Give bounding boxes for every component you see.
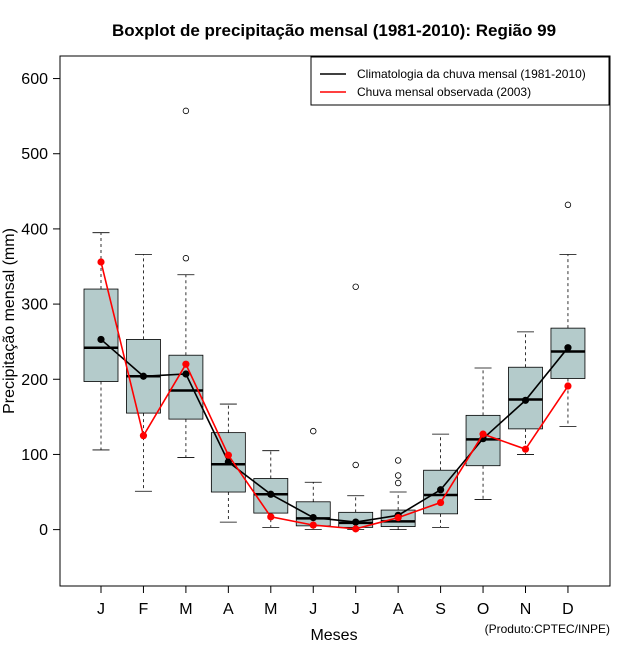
series-point-1 — [437, 498, 445, 507]
x-tick-label: A — [223, 601, 234, 618]
outlier-point — [394, 479, 402, 487]
credit-text: (Produto:CPTEC/INPE) — [485, 622, 610, 636]
x-tick-label: O — [477, 601, 489, 618]
y-tick-label: 400 — [21, 221, 48, 238]
series-point-1 — [309, 521, 317, 529]
outlier-point — [394, 472, 402, 479]
legend-label-observed: Chuva mensal observada (2003) — [357, 85, 531, 99]
y-tick-label: 0 — [39, 522, 48, 539]
series-point-0 — [437, 486, 445, 494]
series-point-1 — [564, 382, 572, 390]
legend: Climatologia da chuva mensal (1981-2010)… — [310, 56, 610, 106]
x-tick-label: M — [264, 601, 277, 618]
series-point-1 — [97, 258, 105, 266]
outlier-point — [310, 427, 317, 435]
series-point-1 — [479, 430, 487, 438]
x-tick-label: S — [435, 601, 446, 618]
x-tick-label: A — [393, 601, 404, 618]
outlier-point — [394, 457, 402, 464]
series-point-1 — [267, 513, 275, 521]
x-tick-label: J — [352, 601, 360, 618]
x-tick-label: J — [97, 601, 105, 618]
series-point-0 — [564, 344, 572, 352]
box-M — [168, 107, 204, 458]
series-point-0 — [267, 490, 275, 498]
box-D — [550, 201, 586, 428]
series-point-1 — [352, 525, 360, 533]
x-tick-label: N — [520, 601, 532, 618]
boxes-group — [83, 107, 586, 531]
x-tick-label: F — [139, 601, 149, 618]
outlier-point — [182, 107, 190, 115]
y-tick-label: 500 — [21, 146, 48, 163]
series-point-1 — [139, 432, 148, 440]
series-point-0 — [139, 372, 148, 380]
box-iqr — [550, 327, 586, 379]
box-iqr — [83, 288, 119, 382]
series-point-0 — [224, 458, 232, 466]
legend-label-climatology: Climatologia da chuva mensal (1981-2010) — [357, 67, 586, 81]
x-axis-label: Meses — [310, 627, 357, 644]
y-axis-label: Precipitação mensal (mm) — [1, 228, 18, 414]
box-S — [423, 433, 459, 528]
series-point-0 — [309, 513, 317, 522]
series-lines — [97, 258, 572, 533]
outlier-point — [564, 201, 572, 209]
y-tick-label: 200 — [21, 372, 48, 389]
outlier-point — [182, 255, 190, 262]
series-point-0 — [521, 396, 530, 404]
series-point-1 — [182, 360, 190, 368]
chart-title: Boxplot de precipitação mensal (1981-201… — [112, 21, 556, 40]
legend-frame — [310, 56, 610, 106]
series-point-0 — [97, 335, 105, 344]
y-tick-label: 100 — [21, 447, 48, 464]
x-tick-label: J — [309, 601, 317, 618]
series-line-0 — [100, 338, 569, 523]
series-point-1 — [521, 445, 530, 453]
y-tick-label: 300 — [21, 297, 48, 314]
series-line-1 — [100, 261, 569, 530]
y-tick-label: 600 — [21, 71, 48, 88]
box-J — [338, 283, 374, 531]
box-N — [508, 331, 543, 455]
x-tick-label: M — [179, 601, 192, 618]
series-point-1 — [394, 513, 402, 522]
outlier-point — [352, 461, 359, 469]
y-axis: 0 100 200 300 400 500 600 — [21, 71, 60, 539]
series-point-0 — [182, 370, 190, 378]
box-J — [83, 232, 119, 451]
outlier-point — [352, 283, 359, 290]
series-point-0 — [352, 518, 360, 526]
series-point-1 — [224, 451, 232, 459]
x-tick-label: D — [562, 601, 574, 618]
plot-frame — [59, 55, 611, 587]
